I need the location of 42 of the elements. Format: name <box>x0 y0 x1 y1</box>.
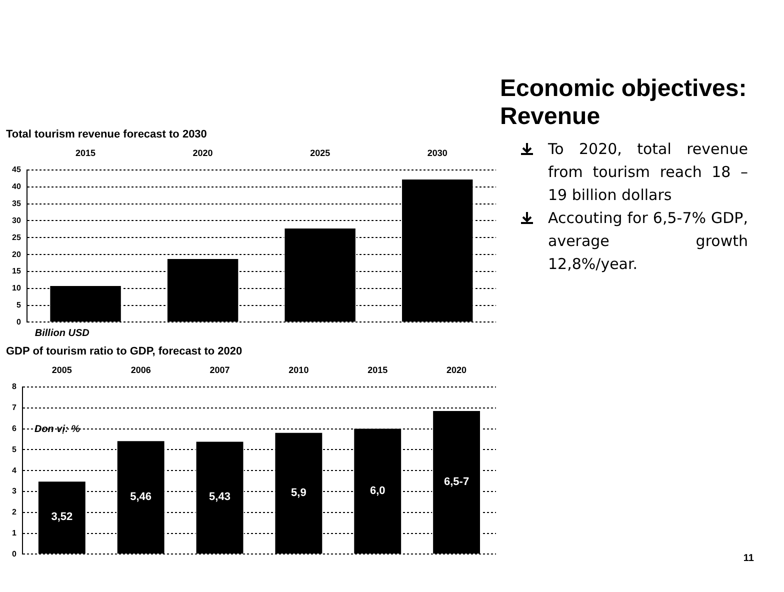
y-tick-label: 25 <box>12 232 22 242</box>
y-tick-label: 0 <box>16 317 22 326</box>
y-tick-label: 0 <box>12 549 17 558</box>
text: Economic objectives: Revenue <box>500 75 748 131</box>
text: Billion USD <box>34 328 90 340</box>
x-tick-label: 2015 <box>76 148 96 158</box>
y-tick-label: 4 <box>12 466 17 475</box>
x-tick-label: 2007 <box>210 365 230 376</box>
y-tick-label: 3 <box>12 486 17 496</box>
y-tick-label: 7 <box>12 403 17 412</box>
x-tick-label: 2010 <box>288 365 309 376</box>
x-tick-label: 2025 <box>310 148 330 158</box>
text: Accouting for 6,5-7% GDP, average growth 12,8%/year. <box>547 208 748 275</box>
y-tick-label: 1 <box>12 528 17 538</box>
data-label: 5,46 <box>130 490 152 503</box>
x-tick-label: 2020 <box>192 148 213 158</box>
data-label: 6,0 <box>370 484 386 497</box>
y-tick-label: 5 <box>16 300 22 310</box>
x-tick-label: 2020 <box>446 365 467 376</box>
y-tick-label: 30 <box>12 216 22 225</box>
x-tick-label: 2006 <box>130 365 151 376</box>
chart-title: Total tourism revenue forecast to 2030 <box>6 128 207 141</box>
text: 11 <box>743 553 754 564</box>
data-label: 3,52 <box>51 511 73 524</box>
chart-title: GDP of tourism ratio to GDP, forecast to 2020 <box>6 346 242 358</box>
x-tick-label: 2015 <box>368 365 388 376</box>
data-label: 5,9 <box>291 486 306 499</box>
y-tick-label: 8 <box>12 382 17 392</box>
x-tick-label: 2030 <box>427 148 448 158</box>
y-tick-label: 45 <box>12 165 22 174</box>
data-label: 6,5-7 <box>444 476 470 488</box>
y-tick-label: 5 <box>12 444 17 454</box>
y-tick-label: 35 <box>12 199 22 208</box>
y-tick-label: 2 <box>12 508 17 517</box>
y-tick-label: 6 <box>12 424 17 434</box>
y-tick-label: 20 <box>12 250 22 259</box>
x-tick-label: 2005 <box>52 365 72 376</box>
y-tick-label: 10 <box>12 284 22 293</box>
text: To 2020, total revenue from tourism reach 18 – 19 billion dollars <box>547 139 748 206</box>
data-label: 5,43 <box>209 491 230 504</box>
y-tick-label: 15 <box>12 266 22 276</box>
y-tick-label: 40 <box>12 182 22 192</box>
